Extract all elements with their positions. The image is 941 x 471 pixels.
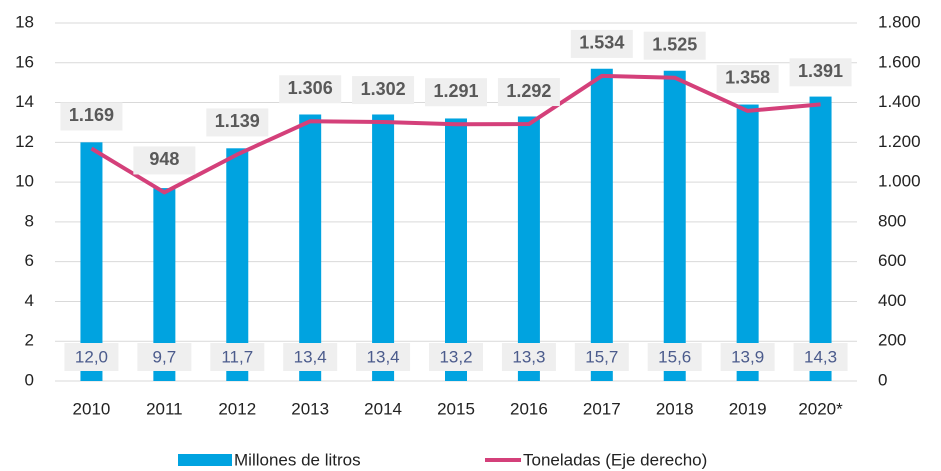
x-tick-label: 2014 (364, 399, 402, 418)
bar-label-box (210, 343, 265, 371)
bar-label-box (64, 343, 119, 371)
x-tick-label: 2017 (583, 399, 621, 418)
bar-label: 13,3 (512, 347, 545, 366)
line-label-box (279, 75, 342, 104)
line-label: 1.169 (69, 105, 114, 125)
bar-label-box (429, 343, 483, 371)
line-label: 1.292 (506, 81, 551, 101)
y-tick-label: 16 (15, 52, 34, 71)
bar (590, 68, 613, 381)
y2-tick-label: 1.800 (878, 12, 921, 31)
line-label-box (133, 146, 196, 175)
y2-tick-label: 1.600 (878, 52, 921, 71)
bar-label-box (793, 343, 848, 371)
bar-label: 15,7 (585, 347, 618, 366)
y-tick-label: 8 (25, 211, 34, 230)
y-tick-label: 4 (25, 291, 34, 310)
bar (445, 118, 467, 381)
y2-tick-label: 1.200 (878, 132, 921, 151)
line-label-box (206, 108, 269, 137)
y-tick-label: 2 (25, 331, 34, 350)
line-label: 948 (149, 149, 179, 169)
y2-tick-label: 1.400 (878, 92, 921, 111)
y-tick-label: 14 (15, 92, 34, 111)
line-label: 1.302 (361, 79, 406, 99)
y2-tick-label: 1.000 (878, 172, 921, 191)
x-tick-label: 2013 (291, 399, 329, 418)
y-tick-label: 18 (15, 12, 34, 31)
line-label-box (789, 58, 852, 87)
bar-label-box (647, 343, 702, 371)
bar (372, 114, 395, 381)
line-label-box (643, 31, 706, 60)
line-label: 1.291 (433, 81, 478, 101)
y-tick-label: 12 (15, 132, 34, 151)
legend-label: Millones de litros (234, 450, 361, 469)
bar-label: 13,4 (294, 347, 327, 366)
bar-label: 15,6 (658, 347, 691, 366)
y2-tick-label: 600 (878, 251, 906, 270)
x-tick-label: 2016 (510, 399, 548, 418)
bar (226, 148, 249, 381)
line-label: 1.358 (725, 68, 770, 88)
line-label: 1.534 (579, 33, 624, 53)
line-label-box (352, 76, 415, 105)
bar (809, 96, 832, 381)
y2-tick-label: 200 (878, 331, 906, 350)
y2-tick-label: 800 (878, 211, 906, 230)
line-label: 1.139 (215, 111, 260, 131)
line-label: 1.306 (288, 78, 333, 98)
bar (153, 188, 176, 381)
bar (663, 70, 686, 381)
x-tick-label: 2012 (218, 399, 256, 418)
y2-tick-label: 400 (878, 291, 906, 310)
bar (736, 104, 759, 382)
y2-tick-label: 0 (878, 370, 887, 389)
legend-swatch (178, 454, 232, 466)
bar-label: 12,0 (75, 347, 108, 366)
bar-label: 13,9 (731, 347, 764, 366)
bar-label: 13,2 (439, 347, 472, 366)
bar-label-box (574, 343, 629, 371)
line-label-box (716, 64, 779, 93)
bar-label: 11,7 (221, 347, 253, 366)
y-tick-label: 6 (25, 251, 34, 270)
bar (80, 142, 103, 381)
line-label-box (570, 29, 633, 58)
line (90, 73, 821, 195)
x-tick-label: 2020* (798, 399, 843, 418)
line-label: 1.525 (652, 34, 697, 54)
bar-label-box (356, 343, 411, 371)
bar-label-box (720, 343, 775, 371)
bar-label: 13,4 (367, 347, 400, 366)
x-tick-label: 2010 (73, 399, 111, 418)
x-tick-label: 2011 (146, 399, 183, 418)
bar (517, 116, 540, 381)
bar-label-box (283, 343, 338, 371)
line-label-box (60, 102, 123, 131)
bar-label: 14,3 (804, 347, 837, 366)
bar (299, 114, 322, 381)
bar-label-box (501, 343, 556, 371)
y-tick-label: 0 (25, 370, 34, 389)
bar-label-box (137, 343, 192, 371)
legend-label: Toneladas (Eje derecho) (523, 450, 707, 469)
line-label: 1.391 (798, 61, 843, 81)
line-label-box (425, 78, 487, 107)
x-tick-label: 2019 (729, 399, 767, 418)
bar-label: 9,7 (153, 347, 177, 366)
line-label-box (497, 78, 560, 107)
y-tick-label: 10 (15, 172, 34, 191)
x-tick-label: 2015 (437, 399, 475, 418)
x-tick-label: 2018 (656, 399, 694, 418)
